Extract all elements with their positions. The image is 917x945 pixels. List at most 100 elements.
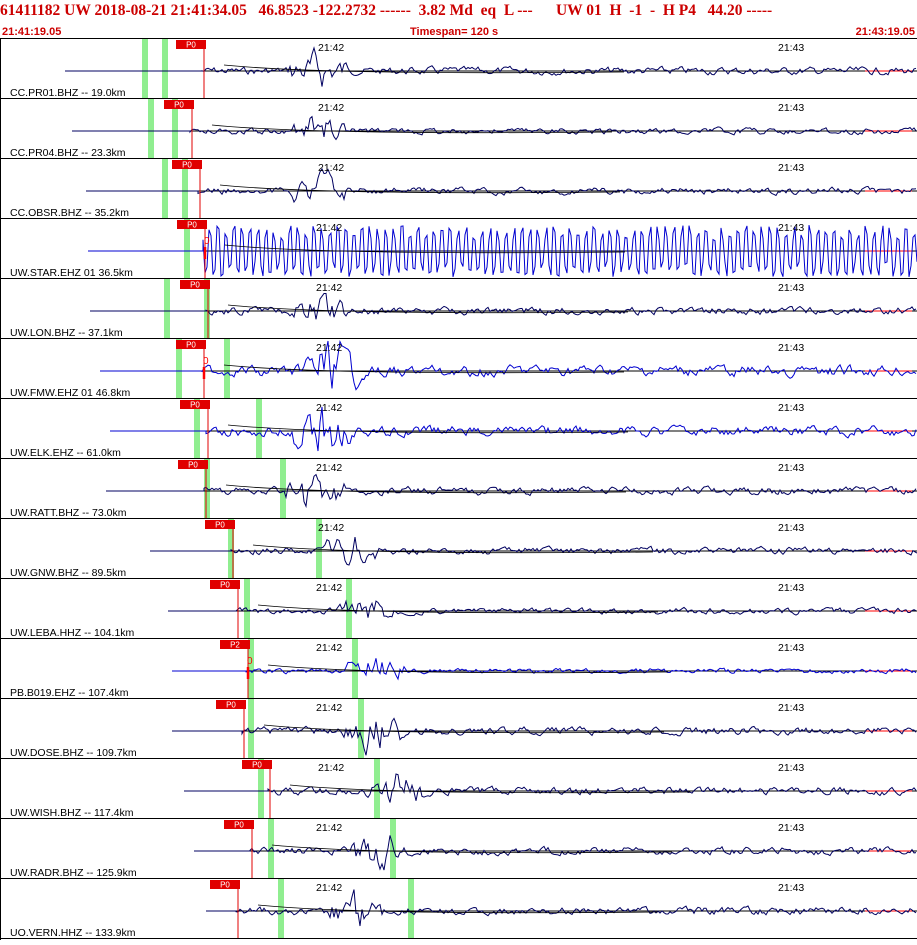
pick-flag-label: P0	[187, 221, 197, 230]
time-tick-label: 21:42	[316, 402, 342, 414]
phase-window-band	[390, 819, 396, 879]
pick-flag[interactable]	[176, 340, 206, 349]
station-channel-label: UW.GNW.BHZ -- 89.5km	[10, 567, 126, 579]
time-tick-label: 21:42	[316, 642, 342, 654]
pick-flag[interactable]	[224, 820, 254, 829]
seismogram-canvas[interactable]: P0 21:42 21:43 CC.PR01.BHZ -- 19.0km P0 21:42…	[0, 39, 917, 940]
time-tick-label: 21:42	[316, 702, 342, 714]
pick-flag[interactable]	[177, 220, 207, 229]
amplitude-envelope	[257, 904, 659, 914]
time-tick-label: 21:42	[318, 522, 344, 534]
amplitude-envelope	[227, 304, 629, 314]
waveform-trace	[90, 293, 917, 320]
channel-panel[interactable]: P0 0 21:42 21:43 UW.FMW.EHZ 01 46.8km	[0, 339, 917, 399]
amplitude-envelope	[211, 124, 613, 134]
phase-window-band	[164, 279, 170, 339]
pick-flag-label: P0	[220, 881, 230, 890]
pick-flag[interactable]	[178, 460, 208, 469]
phase-window-band	[172, 99, 178, 159]
channel-panel[interactable]: P0 21:42 21:43 CC.PR01.BHZ -- 19.0km	[0, 39, 917, 99]
phase-window-band	[142, 39, 148, 99]
station-channel-label: CC.PR01.BHZ -- 19.0km	[10, 87, 126, 99]
start-time-label: 21:41:19.05	[2, 26, 62, 38]
pick-flag[interactable]	[172, 160, 202, 169]
time-tick-label: 21:43	[778, 762, 804, 774]
amplitude-envelope	[257, 604, 659, 614]
pick-flag-label: P0	[234, 821, 244, 830]
channel-panel[interactable]: P0 21:42 21:43 UW.WISH.BHZ -- 117.4km	[0, 759, 917, 819]
time-tick-label: 21:43	[778, 342, 804, 354]
station-channel-label: UW.WISH.BHZ -- 117.4km	[10, 807, 134, 819]
pick-flag[interactable]	[180, 280, 210, 289]
channel-panel[interactable]: P0 21:42 21:43 UW.LEBA.HHZ -- 104.1km	[0, 579, 917, 639]
phase-window-band	[176, 339, 182, 399]
waveform-trace	[72, 115, 917, 141]
channel-panel[interactable]: P0 21:42 21:43 UW.ELK.EHZ -- 61.0km	[0, 399, 917, 459]
seismogram-panels[interactable]: P0 21:42 21:43 CC.PR01.BHZ -- 19.0km P0 21:42…	[0, 39, 917, 940]
station-channel-label: UW.ELK.EHZ -- 61.0km	[10, 447, 121, 459]
amplitude-envelope	[252, 544, 654, 554]
phase-window-band	[184, 219, 190, 279]
phase-window-band	[182, 159, 188, 219]
waveform-trace	[110, 406, 917, 452]
waveform-trace	[88, 224, 917, 278]
pick-flag-label: P0	[186, 341, 196, 350]
end-time-label: 21:43:19.05	[855, 26, 915, 38]
waveform-trace	[65, 46, 917, 87]
pick-flag[interactable]	[210, 580, 240, 589]
phase-window-band	[268, 819, 274, 879]
phase-window-band	[148, 99, 154, 159]
waveform-trace	[168, 599, 917, 618]
channel-panel[interactable]: P0 0 21:42 21:43 UW.STAR.EHZ 01 36.5km	[0, 219, 917, 279]
time-tick-label: 21:42	[318, 762, 344, 774]
station-channel-label: CC.OBSR.BHZ -- 35.2km	[10, 207, 129, 219]
station-channel-label: UW.DOSE.BHZ -- 109.7km	[10, 747, 137, 759]
time-tick-label: 21:42	[318, 102, 344, 114]
station-channel-label: PB.B019.EHZ -- 107.4km	[10, 687, 129, 699]
pick-flag[interactable]	[210, 880, 240, 889]
time-tick-label: 21:43	[778, 882, 804, 894]
pick-flag[interactable]	[216, 700, 246, 709]
amplitude-envelope	[223, 64, 625, 74]
phase-window-band	[224, 339, 230, 399]
pick-flag-label: P0	[188, 461, 198, 470]
time-tick-label: 21:42	[316, 462, 342, 474]
channel-panel[interactable]: P0 21:42 21:43 CC.PR04.BHZ -- 23.3km	[0, 99, 917, 159]
channel-panel[interactable]: P0 21:42 21:43 UW.GNW.BHZ -- 89.5km	[0, 519, 917, 579]
waveform-trace	[106, 473, 917, 509]
waveform-trace	[150, 537, 917, 566]
pick-flag-label: P0	[252, 761, 262, 770]
pick-flag[interactable]	[242, 760, 272, 769]
pick-flag[interactable]	[220, 640, 250, 649]
pick-flag[interactable]	[176, 40, 206, 49]
pick-flag[interactable]	[164, 100, 194, 109]
pick-flag-label: P2	[230, 641, 240, 650]
station-channel-label: UW.RADR.BHZ -- 125.9km	[10, 867, 137, 879]
timespan-label: Timespan= 120 s	[410, 26, 499, 38]
pick-flag-label: P0	[190, 281, 200, 290]
waveform-trace	[100, 340, 917, 391]
pick-flag-label: P0	[182, 161, 192, 170]
phase-window-band	[248, 639, 254, 699]
time-tick-label: 21:43	[778, 282, 804, 294]
pick-flag-label: P0	[190, 401, 200, 410]
phase-window-band	[374, 759, 380, 819]
time-tick-label: 21:43	[778, 402, 804, 414]
channel-panel[interactable]: P0 21:42 21:43 UW.LON.BHZ -- 37.1km	[0, 279, 917, 339]
pick-flag[interactable]	[180, 400, 210, 409]
time-tick-label: 21:43	[778, 582, 804, 594]
channel-panel[interactable]: P0 21:42 21:43 UO.VERN.HHZ -- 133.9km	[0, 879, 917, 939]
time-tick-label: 21:43	[778, 222, 804, 234]
time-tick-label: 21:42	[316, 222, 342, 234]
pick-flag-label: P0	[226, 701, 236, 710]
channel-panel[interactable]: P0 21:42 21:43 UW.RATT.BHZ -- 73.0km	[0, 459, 917, 519]
station-channel-label: UW.LON.BHZ -- 37.1km	[10, 327, 123, 339]
phase-window-band	[358, 699, 364, 759]
channel-panel[interactable]: P2 0 21:42 21:43 PB.B019.EHZ -- 107.4km	[0, 639, 917, 699]
channel-panel[interactable]: P0 21:42 21:43 CC.OBSR.BHZ -- 35.2km	[0, 159, 917, 219]
time-tick-label: 21:42	[316, 882, 342, 894]
channel-panel[interactable]: P0 21:42 21:43 UW.DOSE.BHZ -- 109.7km	[0, 699, 917, 759]
phase-window-band	[258, 759, 264, 819]
channel-panel[interactable]: P0 21:42 21:43 UW.RADR.BHZ -- 125.9km	[0, 819, 917, 879]
pick-flag[interactable]	[205, 520, 235, 529]
